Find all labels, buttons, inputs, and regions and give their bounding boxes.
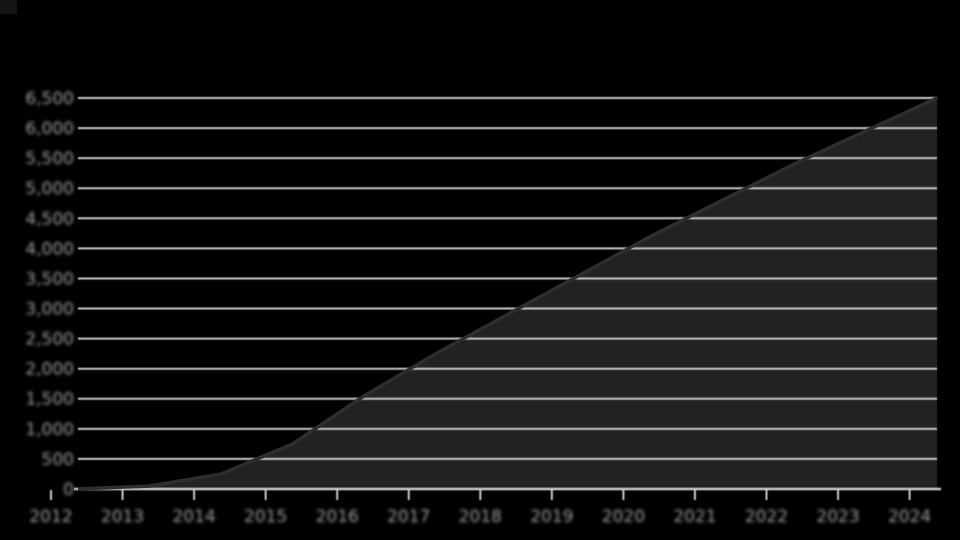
- corner-artifact: [0, 0, 17, 14]
- x-tick-label: 2018: [459, 507, 502, 527]
- y-tick-label: 1,000: [25, 420, 74, 440]
- x-tick-labels-group: 2012 2013 2014 2015 2016 2017 2018 2019 2020 2021…: [29, 507, 931, 527]
- y-tick-label: 1,500: [25, 390, 74, 410]
- x-tick-label: 2022: [745, 507, 788, 527]
- y-tick-labels-group: 0 500 1,000 1,500 2,000 2,500 3,000 3,500 4,000 4…: [25, 89, 74, 500]
- y-tick-label: 4,000: [25, 239, 74, 259]
- y-tick-label: 6,000: [25, 119, 74, 139]
- y-tick-label: 500: [42, 450, 74, 470]
- x-axis-group: [50, 487, 941, 500]
- x-tick-label: 2020: [602, 507, 645, 527]
- y-tick-label: 4,500: [25, 209, 74, 229]
- x-tick-label: 2012: [29, 507, 72, 527]
- x-tick-label: 2023: [816, 507, 859, 527]
- x-tick-label: 2019: [530, 507, 573, 527]
- y-tick-label: 3,500: [25, 269, 74, 289]
- y-tick-label: 5,000: [25, 179, 74, 199]
- x-tick-label: 2024: [888, 507, 931, 527]
- x-tick-label: 2014: [172, 507, 215, 527]
- y-tick-label: 0: [63, 480, 74, 500]
- x-tick-label: 2015: [244, 507, 287, 527]
- area-series-fill: [78, 98, 937, 489]
- x-tick-label: 2021: [673, 507, 716, 527]
- y-tick-label: 5,500: [25, 149, 74, 169]
- x-tick-label: 2016: [316, 507, 359, 527]
- y-tick-label: 6,500: [25, 89, 74, 109]
- gridlines-group: [78, 97, 937, 460]
- area-series-line: [77, 96, 938, 491]
- y-tick-label: 3,000: [25, 299, 74, 319]
- x-tick-label: 2013: [101, 507, 144, 527]
- y-tick-label: 2,500: [25, 330, 74, 350]
- x-tick-label: 2017: [387, 507, 430, 527]
- y-tick-label: 2,000: [25, 360, 74, 380]
